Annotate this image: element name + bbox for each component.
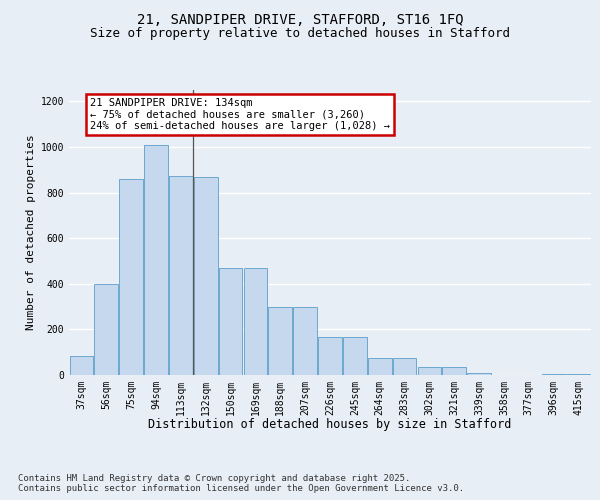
Bar <box>343 338 367 375</box>
Text: 21, SANDPIPER DRIVE, STAFFORD, ST16 1FQ: 21, SANDPIPER DRIVE, STAFFORD, ST16 1FQ <box>137 12 463 26</box>
Text: Contains public sector information licensed under the Open Government Licence v3: Contains public sector information licen… <box>18 484 464 493</box>
Bar <box>293 306 317 375</box>
Bar <box>368 358 392 375</box>
Bar <box>542 374 566 375</box>
X-axis label: Distribution of detached houses by size in Stafford: Distribution of detached houses by size … <box>148 418 512 431</box>
Bar <box>567 374 590 375</box>
Bar <box>94 284 118 375</box>
Bar <box>169 176 193 375</box>
Bar <box>219 268 242 375</box>
Bar <box>119 180 143 375</box>
Bar <box>268 307 292 375</box>
Text: 21 SANDPIPER DRIVE: 134sqm
← 75% of detached houses are smaller (3,260)
24% of s: 21 SANDPIPER DRIVE: 134sqm ← 75% of deta… <box>90 98 390 131</box>
Bar <box>418 367 441 375</box>
Bar <box>70 356 93 375</box>
Bar <box>244 268 267 375</box>
Bar <box>194 177 218 375</box>
Text: Size of property relative to detached houses in Stafford: Size of property relative to detached ho… <box>90 28 510 40</box>
Bar <box>467 372 491 375</box>
Bar <box>442 367 466 375</box>
Bar <box>393 358 416 375</box>
Text: Contains HM Land Registry data © Crown copyright and database right 2025.: Contains HM Land Registry data © Crown c… <box>18 474 410 483</box>
Bar <box>144 144 168 375</box>
Y-axis label: Number of detached properties: Number of detached properties <box>26 134 37 330</box>
Bar <box>318 338 342 375</box>
